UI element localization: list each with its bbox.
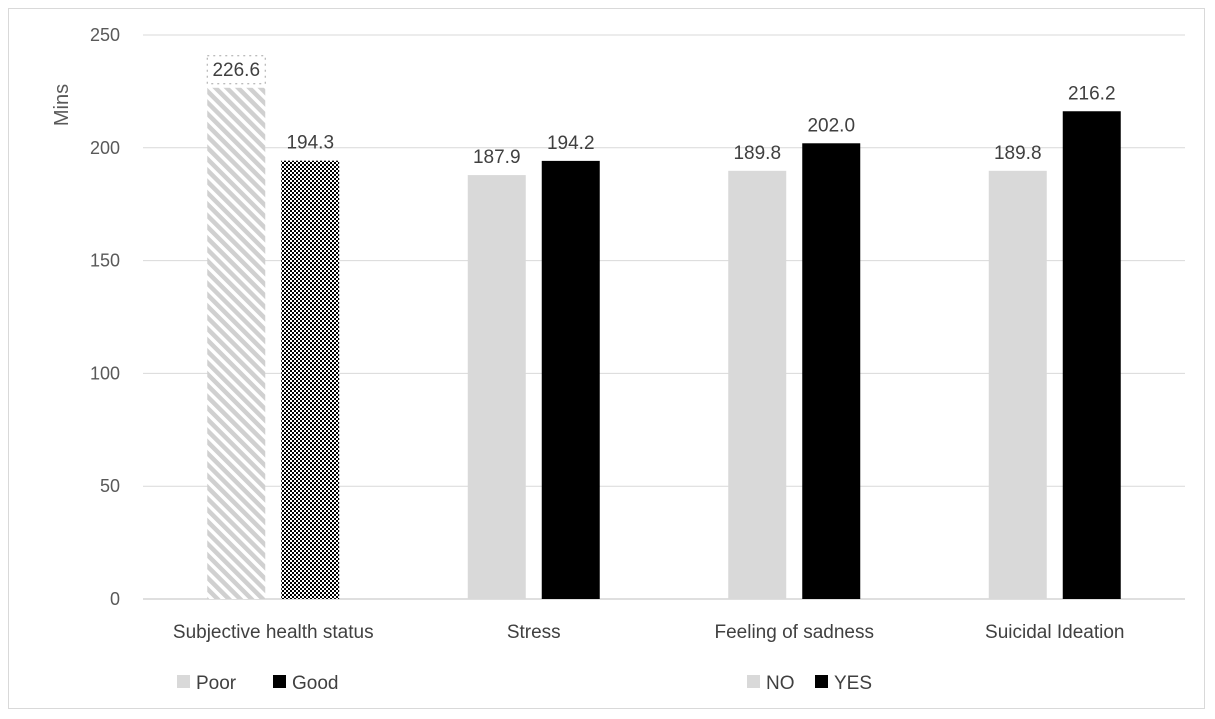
data-label-box [206,55,266,85]
bar-yes [541,160,600,599]
y-axis-title: Mins [51,84,73,126]
bar-poor [207,87,266,599]
bar-no [467,175,526,599]
data-label: 194.3 [286,133,334,154]
category-label: Suicidal Ideation [985,622,1124,643]
bar-yes [802,143,861,599]
data-label: 202.0 [807,115,855,136]
x-axis-categories: Subjective health status Stress Feeling of… [173,622,1125,643]
legend-swatch-no [747,675,760,688]
bar-no [988,170,1047,599]
category-label: Feeling of sadness [715,622,875,643]
data-label: 189.8 [733,143,781,164]
category-label: Subjective health status [173,622,374,643]
data-labels: 226.6 194.3 187.9 194.2 189.8 202.0 189.8 216.2 [206,55,1116,168]
data-label: 189.8 [994,143,1042,164]
bar-good [281,160,340,600]
bars [207,87,1121,600]
legend-swatch-good [273,675,286,688]
bar-no [728,170,787,599]
bar-yes [1062,111,1121,599]
legend-swatch-yes [815,675,828,688]
y-tick-label: 100 [90,363,120,383]
y-tick-label: 50 [100,476,120,496]
y-tick-label: 150 [90,251,120,271]
y-axis-ticks: 0 50 100 150 200 250 [90,25,120,609]
data-label: 226.6 [212,60,260,81]
data-label: 216.2 [1068,83,1116,104]
data-label: 187.9 [473,147,521,168]
legend-label-no: NO [766,673,795,694]
legend: Poor Good NO YES [177,673,872,694]
legend-label-poor: Poor [196,673,237,694]
y-tick-label: 250 [90,25,120,45]
legend-swatch-poor [177,675,190,688]
data-label: 194.2 [547,133,595,154]
category-label: Stress [507,622,561,643]
legend-label-yes: YES [834,673,872,694]
legend-label-good: Good [292,673,338,694]
y-tick-label: 200 [90,138,120,158]
y-tick-label: 0 [110,589,120,609]
